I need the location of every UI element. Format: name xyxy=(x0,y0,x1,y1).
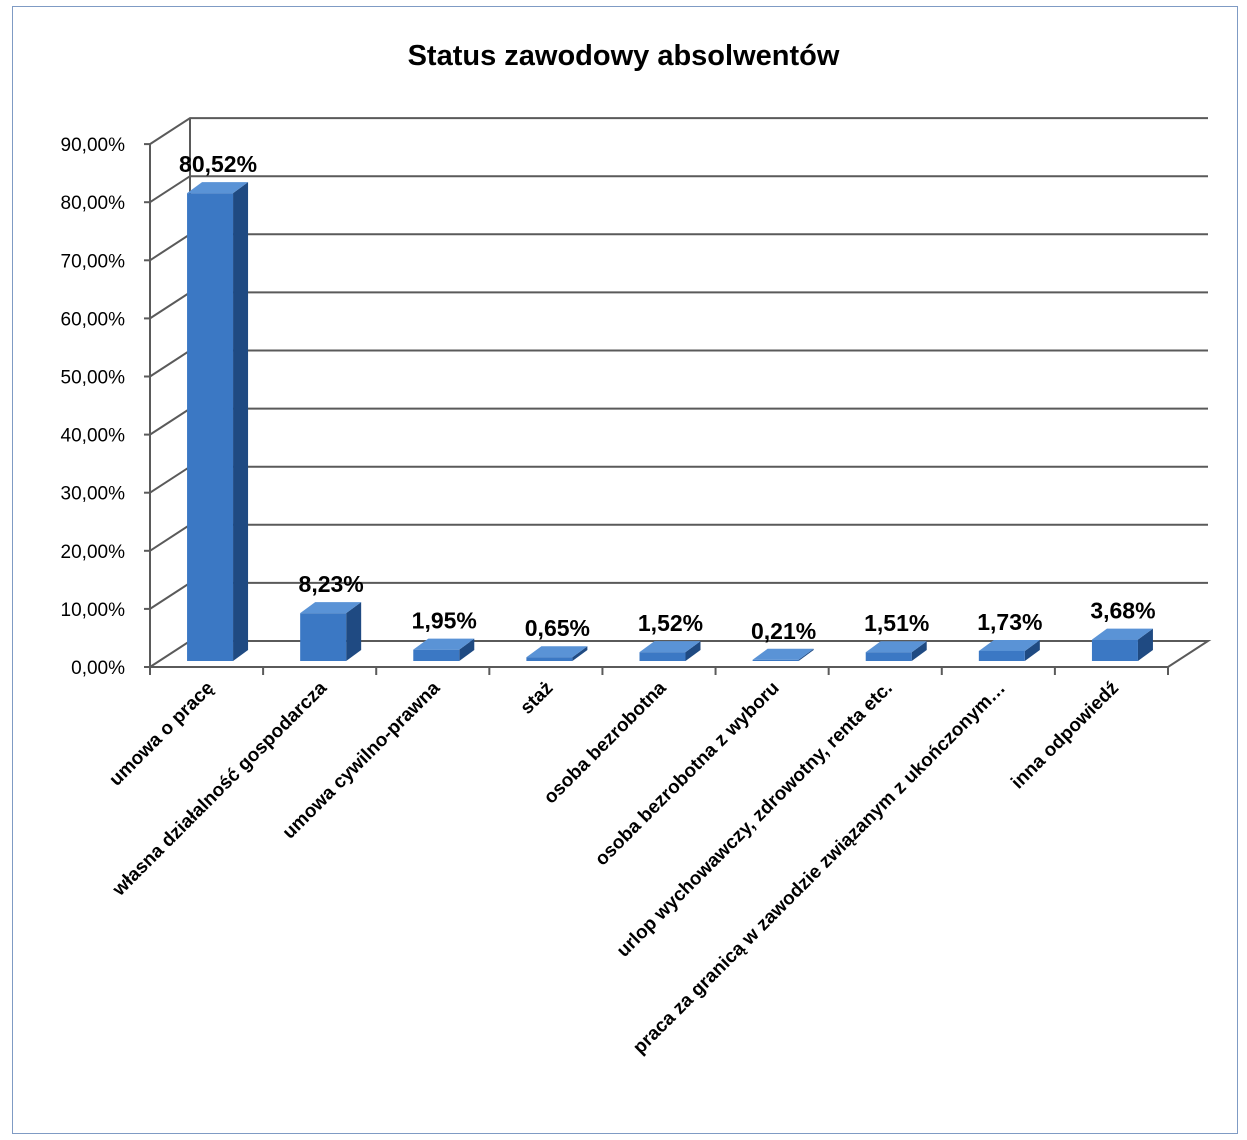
bar-side xyxy=(685,641,701,661)
bar-side xyxy=(1024,639,1040,661)
y-tick-label: 30,00% xyxy=(61,484,126,505)
gridline xyxy=(149,465,1208,494)
data-label: 0,65% xyxy=(525,615,590,641)
y-tick-label: 0,00% xyxy=(71,658,125,679)
data-label: 1,95% xyxy=(412,608,477,634)
data-label: 1,73% xyxy=(977,609,1042,635)
bar xyxy=(978,650,1025,661)
bar-side xyxy=(911,641,927,661)
bar-side xyxy=(798,648,814,661)
gridline xyxy=(149,117,1208,145)
gridline xyxy=(149,407,1208,436)
x-category-label: inna odpowiedź xyxy=(1007,678,1123,794)
x-category-label: praca za granicą w zawodzie związanym z … xyxy=(629,678,1010,1059)
bar xyxy=(413,649,460,661)
y-tick-label: 70,00% xyxy=(61,251,126,272)
bar-top xyxy=(526,646,588,658)
bar-side xyxy=(1137,628,1153,661)
x-category-label: osoba bezrobotna z wyboru xyxy=(591,678,783,870)
gridline xyxy=(149,349,1208,378)
data-label: 0,21% xyxy=(751,618,816,644)
bar-top xyxy=(413,638,475,650)
bar-top xyxy=(978,639,1040,651)
bar xyxy=(187,193,234,661)
gridline xyxy=(149,175,1208,204)
y-tick-label: 80,00% xyxy=(61,193,126,214)
bar-side xyxy=(572,646,588,661)
x-category-label: staż xyxy=(516,678,557,719)
y-tick-label: 40,00% xyxy=(61,426,126,447)
y-tick-label: 50,00% xyxy=(61,368,126,389)
chart-title: Status zawodowy absolwentów xyxy=(407,40,840,72)
bar-top xyxy=(752,648,814,660)
gridline xyxy=(149,233,1208,262)
bar xyxy=(639,652,686,661)
bar-side xyxy=(346,602,362,661)
gridline xyxy=(149,523,1208,552)
bar xyxy=(526,657,573,661)
bar-side xyxy=(233,182,249,661)
bar-side xyxy=(459,638,475,661)
bar-top xyxy=(639,641,701,653)
data-label: 1,51% xyxy=(864,610,929,636)
bar-top xyxy=(1091,628,1153,640)
data-label: 3,68% xyxy=(1090,598,1155,624)
bar-top xyxy=(865,641,927,653)
x-category-label: własna działalność gospodarcza xyxy=(108,677,331,900)
y-tick-label: 90,00% xyxy=(61,135,126,156)
y-tick-label: 60,00% xyxy=(61,309,126,330)
x-category-label: umowa o pracę xyxy=(105,678,218,791)
data-label: 1,52% xyxy=(638,610,703,636)
y-tick-label: 10,00% xyxy=(61,600,126,621)
bar-top xyxy=(187,182,249,194)
bar xyxy=(752,659,799,661)
y-tick-label: 20,00% xyxy=(61,542,126,563)
x-category-label: osoba bezrobotna xyxy=(540,677,671,808)
gridline xyxy=(149,291,1208,320)
bar xyxy=(300,613,347,661)
bar-top xyxy=(300,602,362,614)
data-label: 80,52% xyxy=(179,151,257,177)
data-label: 8,23% xyxy=(299,571,364,597)
bar xyxy=(865,652,912,661)
bar xyxy=(1091,639,1138,661)
